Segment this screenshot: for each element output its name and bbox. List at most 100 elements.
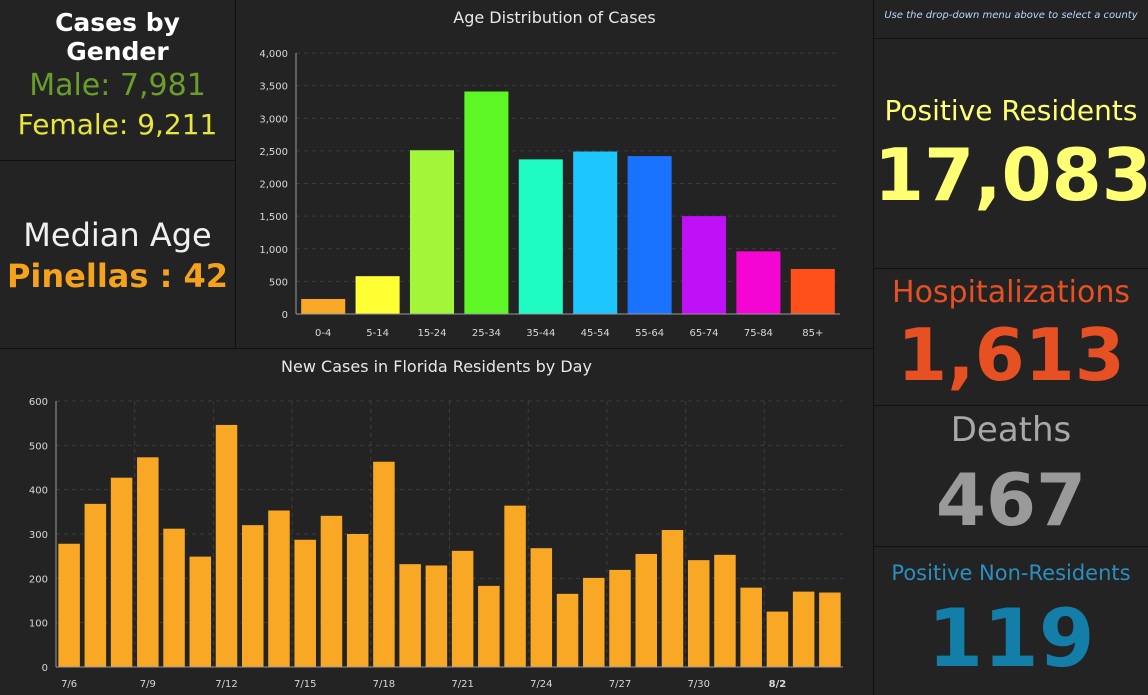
bar	[518, 159, 563, 314]
bar	[790, 268, 835, 314]
bar	[635, 553, 658, 667]
bar	[478, 585, 500, 667]
bar	[373, 461, 395, 667]
y-tick-label: 2,000	[259, 180, 288, 191]
bar	[84, 503, 107, 667]
x-tick-label: 8/2	[769, 679, 787, 690]
x-tick-label: 7/18	[373, 679, 395, 690]
female-count: Female: 9,211	[17, 108, 218, 141]
y-tick-label: 3,000	[259, 114, 288, 125]
bar	[766, 611, 789, 667]
bar	[687, 560, 710, 667]
x-tick-label: 0-4	[315, 328, 331, 339]
y-tick-label: 1,000	[259, 245, 288, 256]
bar	[110, 477, 133, 667]
deaths-value: 467	[935, 458, 1087, 542]
x-tick-label: 7/9	[140, 679, 156, 690]
bar	[714, 554, 736, 667]
y-tick-label: 600	[29, 397, 48, 408]
positive-nonresidents-panel: Positive Non-Residents 119	[874, 547, 1148, 695]
hospitalizations-panel: Hospitalizations 1,613	[874, 269, 1148, 405]
bar	[464, 91, 509, 314]
x-tick-label: 7/6	[61, 679, 77, 690]
positive-residents-value: 17,083	[874, 133, 1148, 217]
y-tick-label: 400	[29, 486, 48, 497]
y-tick-label: 500	[29, 441, 48, 452]
daily-cases-panel: New Cases in Florida Residents by Day 0 1…	[0, 349, 873, 695]
positive-residents-title: Positive Residents	[884, 94, 1138, 127]
x-tick-label: 55-64	[635, 328, 664, 339]
y-tick-label: 300	[29, 530, 48, 541]
y-tick-label: 1,500	[259, 212, 288, 223]
bar	[163, 528, 185, 667]
male-count: Male: 7,981	[29, 68, 206, 103]
county-select-note: Use the drop-down menu above to select a…	[874, 0, 1148, 38]
y-tick-label: 0	[42, 663, 48, 674]
bar	[215, 424, 238, 667]
bar	[425, 565, 448, 667]
x-tick-label: 85+	[802, 328, 823, 339]
y-tick-label: 2,500	[259, 147, 288, 158]
bar	[573, 151, 618, 314]
bar	[137, 457, 159, 667]
gender-panel: Cases by Gender Male: 7,981 Female: 9,21…	[0, 0, 235, 160]
x-tick-label: 7/15	[294, 679, 316, 690]
bar	[627, 156, 672, 314]
deaths-panel: Deaths 467	[874, 406, 1148, 546]
daily-chart-title: New Cases in Florida Residents by Day	[281, 357, 592, 376]
deaths-title: Deaths	[950, 410, 1072, 450]
bar	[609, 569, 631, 667]
median-age-panel: Median Age Pinellas : 42	[0, 161, 235, 348]
median-age-title: Median Age	[23, 216, 212, 254]
bar	[294, 539, 316, 667]
age-distribution-panel: Age Distribution of Cases 0 500 1,000 1,500…	[236, 0, 873, 348]
positive-nonresidents-value: 119	[927, 592, 1095, 685]
x-tick-label: 65-74	[689, 328, 718, 339]
hospitalizations-title: Hospitalizations	[892, 275, 1130, 310]
x-tick-label: 15-24	[417, 328, 446, 339]
bar	[268, 510, 290, 667]
bar	[583, 577, 605, 667]
median-age-value: Pinellas : 42	[6, 257, 229, 295]
y-tick-label: 500	[269, 277, 288, 288]
bar	[301, 298, 346, 314]
positive-residents-panel: Positive Residents 17,083	[874, 39, 1148, 268]
bar	[681, 216, 727, 314]
bar	[189, 556, 212, 667]
y-tick-label: 0	[282, 310, 288, 321]
bar	[740, 587, 762, 667]
x-tick-label: 25-34	[472, 328, 501, 339]
x-tick-label: 45-54	[581, 328, 610, 339]
y-tick-label: 200	[29, 574, 48, 585]
y-tick-label: 3,500	[259, 82, 288, 93]
y-tick-label: 4,000	[259, 49, 288, 60]
x-tick-label: 35-44	[526, 328, 555, 339]
x-tick-label: 7/12	[215, 679, 237, 690]
bar	[409, 150, 455, 314]
gender-title: Cases by Gender	[55, 8, 180, 66]
y-tick-label: 100	[29, 619, 48, 630]
age-chart-title: Age Distribution of Cases	[453, 8, 656, 27]
bar	[451, 550, 474, 667]
bar	[530, 548, 553, 667]
x-tick-label: 7/24	[530, 679, 552, 690]
x-tick-label: 75-84	[744, 328, 773, 339]
bar	[819, 592, 841, 667]
bar	[399, 564, 421, 667]
bar	[355, 276, 400, 314]
x-tick-label: 7/21	[451, 679, 473, 690]
bar	[736, 251, 781, 314]
bar	[661, 530, 684, 667]
bar	[241, 525, 264, 667]
bar	[320, 515, 343, 667]
bar	[792, 591, 815, 667]
x-tick-label: 7/30	[687, 679, 709, 690]
x-tick-label: 5-14	[366, 328, 389, 339]
daily-cases-chart: 0 100 200 300 400 500 600 7/6 7/9 7/12 7/15 7/18 7/2…	[29, 397, 843, 690]
hospitalizations-value: 1,613	[897, 313, 1125, 397]
bar	[504, 505, 526, 667]
bar	[556, 593, 579, 667]
age-distribution-chart: 0 500 1,000 1,500 2,000 2,500 3,000 3,500 4,000 0…	[259, 49, 840, 339]
x-tick-label: 7/27	[609, 679, 631, 690]
bar	[58, 543, 80, 667]
